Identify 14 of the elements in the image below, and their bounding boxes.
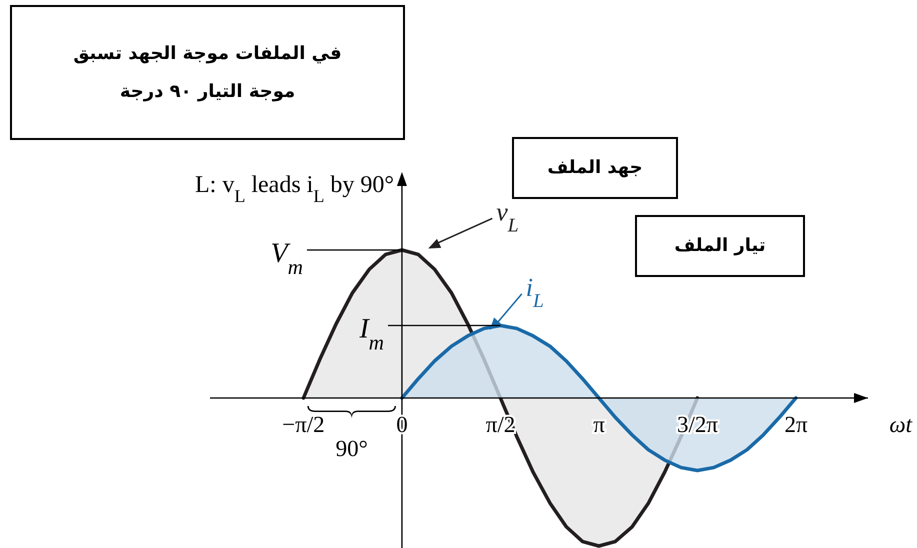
note-box: في الملفات موجة الجهد تسبق موجة التيار ٩٠ درجة	[10, 5, 405, 140]
x-tick-label: 3/2π	[677, 412, 718, 437]
annotation: I$_{m}$	[358, 313, 384, 354]
series-label: i$_{L}$	[526, 272, 544, 312]
x-axis-title: ωt	[889, 412, 913, 437]
x-tick-label: −π/2	[282, 412, 325, 437]
annotation: 90°	[336, 436, 368, 461]
chart-title: L: v$_{L}$ leads i$_{L}$ by 90°	[195, 172, 394, 206]
x-tick-label: 2π	[784, 412, 808, 437]
x-tick-label: π	[593, 412, 606, 437]
note-box: تيار الملف	[635, 215, 805, 277]
note-box: جهد الملف	[512, 137, 678, 199]
legend-label: v$_{L}$	[496, 197, 519, 236]
annotation: V$_{m}$	[270, 238, 303, 279]
